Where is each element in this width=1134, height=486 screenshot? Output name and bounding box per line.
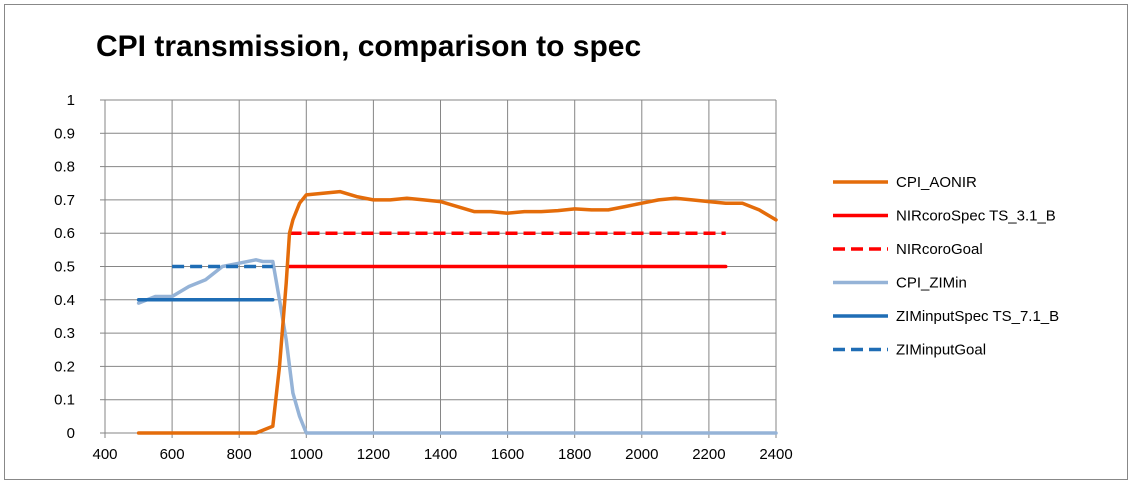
- y-tick-label: 0.3: [54, 325, 75, 342]
- x-tick-label: 2200: [692, 446, 725, 463]
- y-tick-label: 0.6: [54, 225, 75, 242]
- x-tick-label: 1200: [357, 446, 390, 463]
- x-tick-label: 1000: [290, 446, 323, 463]
- y-tick-label: 0.9: [54, 125, 75, 142]
- legend-label: NIRcoroGoal: [896, 241, 983, 258]
- series-line-cpi-zimin: [136, 258, 778, 435]
- x-tick-label: 1600: [491, 446, 524, 463]
- legend-label: ZIMinputGoal: [896, 342, 986, 359]
- x-tick-label: 400: [92, 446, 117, 463]
- legend-label: NIRcoroSpec TS_3.1_B: [896, 208, 1056, 225]
- y-tick-label: 0.4: [54, 292, 75, 309]
- y-tick-label: 1: [67, 92, 75, 109]
- y-tick-label: 0.5: [54, 259, 75, 276]
- y-tick-label: 0.7: [54, 192, 75, 209]
- x-tick-label: 800: [227, 446, 252, 463]
- x-tick-labels: 400 600 800 1000 1200 1400 1600 1800 2000 2200 240…: [92, 446, 792, 463]
- y-tick-label: 0: [67, 425, 75, 442]
- y-tick-label: 0.8: [54, 159, 75, 176]
- x-tick-label: 1400: [424, 446, 457, 463]
- axes: [100, 99, 777, 438]
- x-tick-label: 2000: [625, 446, 658, 463]
- chart-title: CPI transmission, comparison to spec: [96, 30, 642, 63]
- legend: CPI_AONIR NIRcoroSpec TS_3.1_B NIRcoroGoal…: [833, 174, 1059, 359]
- x-tick-label: 600: [160, 446, 185, 463]
- series-lines: [136, 189, 778, 435]
- series-line-cpi-aonir: [136, 189, 778, 435]
- y-tick-label: 0.2: [54, 358, 75, 375]
- legend-label: CPI_AONIR: [896, 174, 977, 191]
- chart-frame: [4, 4, 1128, 480]
- legend-label: ZIMinputSpec TS_7.1_B: [896, 308, 1059, 325]
- x-tick-label: 2400: [759, 446, 792, 463]
- y-tick-label: 0.1: [54, 392, 75, 409]
- x-tick-label: 1800: [558, 446, 591, 463]
- legend-label: CPI_ZIMin: [896, 275, 967, 292]
- y-tick-labels: 0 0.1 0.2 0.3 0.4 0.5 0.6 0.7 0.8 0.9 1: [54, 92, 75, 442]
